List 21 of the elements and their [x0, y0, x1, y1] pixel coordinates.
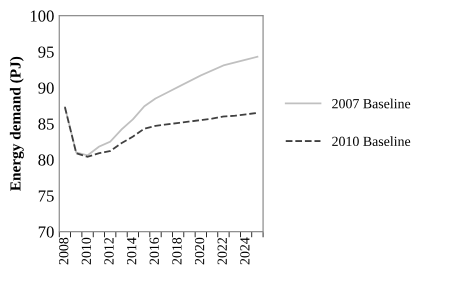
legend-label: 2010 Baseline: [332, 136, 410, 146]
y-axis-title: Energy demand (PJ): [10, 56, 24, 191]
line-series: [64, 106, 258, 158]
y-tick-label: 70: [38, 226, 54, 238]
x-tick-label: 2016: [150, 238, 159, 264]
y-tick-label: 85: [38, 118, 54, 130]
y-tick-label: 100: [30, 10, 54, 22]
y-tick-label: 90: [38, 82, 54, 94]
x-tick-label: 2020: [194, 238, 204, 264]
x-tick-label: 2014: [126, 237, 136, 264]
x-tick-label: 2010: [82, 238, 92, 264]
x-tick-label: 2022: [218, 238, 227, 264]
legend-label: 2007 Baseline: [332, 98, 410, 108]
y-tick-label: 95: [38, 46, 54, 58]
x-tick-label: 2012: [104, 238, 114, 264]
x-tick-label: 2018: [172, 238, 182, 264]
x-tick-label: 2008: [59, 238, 68, 264]
x-tick-label: 2024: [240, 237, 250, 264]
line-series: [64, 56, 258, 156]
y-tick-label: 75: [38, 190, 54, 202]
y-tick-label: 80: [38, 154, 54, 166]
